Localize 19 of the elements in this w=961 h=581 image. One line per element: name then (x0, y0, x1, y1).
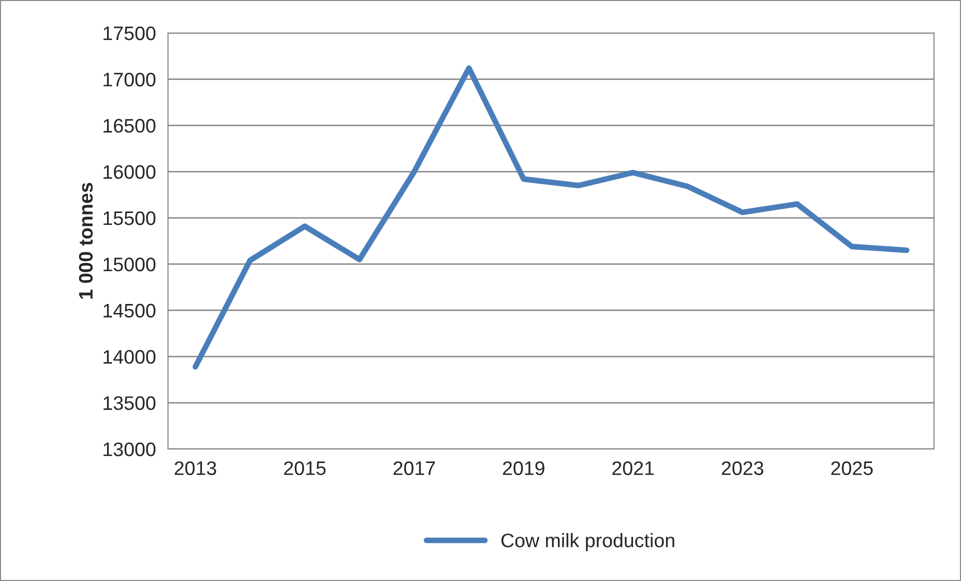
x-tick-label: 2019 (502, 461, 544, 476)
y-tick-label: 15000 (104, 258, 156, 272)
x-tick-label: 2015 (284, 461, 326, 476)
x-tick-label: 2025 (831, 461, 873, 476)
y-tick-label: 16000 (104, 165, 156, 179)
x-tick-label: 2013 (174, 461, 216, 476)
x-tick-label: 2023 (722, 461, 764, 476)
y-tick-label: 14500 (104, 304, 156, 318)
y-tick-label: 13000 (104, 442, 156, 456)
y-tick-label: 15500 (104, 211, 156, 226)
y-tick-label: 17000 (104, 72, 156, 86)
legend-label: Cow milk production (501, 533, 674, 552)
x-tick-label: 2017 (394, 461, 435, 476)
y-tick-label: 16500 (104, 118, 156, 133)
x-tick-label: 2021 (612, 461, 654, 476)
y-tick-label: 17500 (104, 26, 156, 40)
y-axis-title: 1 000 tonnes (78, 182, 93, 299)
y-tick-label: 13500 (104, 396, 156, 410)
y-tick-label: 14000 (104, 350, 156, 364)
